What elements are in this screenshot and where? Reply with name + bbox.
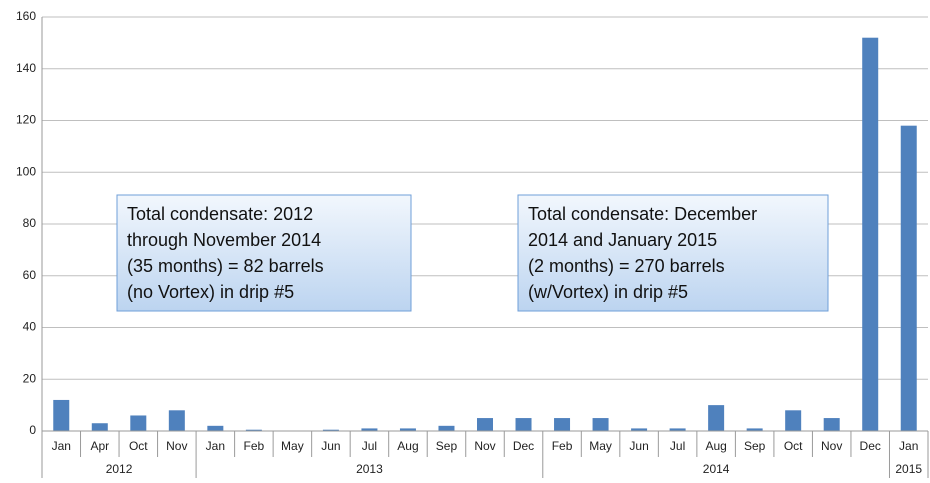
annotation-box <box>116 194 412 312</box>
y-tick-label: 60 <box>23 268 37 282</box>
x-tick-label: Jan <box>52 439 71 453</box>
x-tick-label: Jul <box>670 439 685 453</box>
y-tick-label: 40 <box>23 320 37 334</box>
bar <box>130 415 147 431</box>
x-tick-label: May <box>589 439 612 453</box>
x-tick-label: Aug <box>705 439 726 453</box>
annotation-text: through November 2014 <box>127 230 321 250</box>
bar <box>168 410 185 431</box>
x-tick-label: Sep <box>744 439 766 453</box>
y-tick-label: 80 <box>23 216 37 230</box>
annotation-text: 2014 and January 2015 <box>528 230 717 250</box>
bar <box>399 428 416 431</box>
x-tick-label: Jul <box>362 439 377 453</box>
annotation-text: (no Vortex) in drip #5 <box>127 282 294 302</box>
group-label: 2012 <box>106 462 133 476</box>
bar <box>823 418 840 431</box>
annotation-text: Total condensate: December <box>528 204 757 224</box>
bar <box>245 429 262 431</box>
group-label: 2014 <box>703 462 730 476</box>
bar <box>631 428 648 431</box>
x-tick-label: Jun <box>321 439 340 453</box>
annotation-text: (2 months) = 270 barrels <box>528 256 725 276</box>
bar <box>515 418 532 431</box>
x-tick-label: Aug <box>397 439 418 453</box>
annotation-text: (35 months) = 82 barrels <box>127 256 324 276</box>
x-tick-label: Feb <box>244 439 265 453</box>
x-tick-label: May <box>281 439 304 453</box>
group-label: 2015 <box>895 462 922 476</box>
bar <box>477 418 493 431</box>
bar <box>322 429 339 431</box>
x-tick-label: Dec <box>513 439 534 453</box>
x-tick-label: Nov <box>474 439 495 453</box>
y-tick-label: 160 <box>16 9 36 23</box>
bar <box>438 425 455 431</box>
bar <box>708 405 725 431</box>
bar <box>900 125 917 432</box>
annotation-text: Total condensate: 2012 <box>127 204 313 224</box>
x-tick-label: Oct <box>129 439 148 453</box>
x-tick-label: Jan <box>206 439 225 453</box>
group-label: 2013 <box>356 462 383 476</box>
bar <box>669 428 686 431</box>
x-tick-label: Feb <box>552 439 573 453</box>
x-tick-label: Apr <box>90 439 109 453</box>
y-tick-label: 140 <box>16 61 36 75</box>
bar <box>361 428 378 431</box>
y-tick-label: 120 <box>16 113 36 127</box>
x-tick-label: Sep <box>436 439 458 453</box>
bar <box>746 428 763 431</box>
annotation-box <box>517 194 829 312</box>
bar <box>592 418 609 431</box>
bar <box>554 418 571 431</box>
bar <box>862 37 879 431</box>
bar <box>785 410 802 431</box>
x-tick-label: Nov <box>821 439 842 453</box>
y-tick-label: 20 <box>23 371 37 385</box>
annotation-text: (w/Vortex) in drip #5 <box>528 282 688 302</box>
x-tick-label: Jun <box>629 439 648 453</box>
x-tick-label: Dec <box>860 439 881 453</box>
x-tick-label: Nov <box>166 439 187 453</box>
x-tick-label: Oct <box>784 439 803 453</box>
x-tick-label: Jan <box>899 439 918 453</box>
bar <box>53 399 70 431</box>
y-tick-label: 0 <box>29 423 36 437</box>
bar <box>207 425 224 431</box>
y-tick-label: 100 <box>16 164 36 178</box>
bar <box>91 423 108 431</box>
